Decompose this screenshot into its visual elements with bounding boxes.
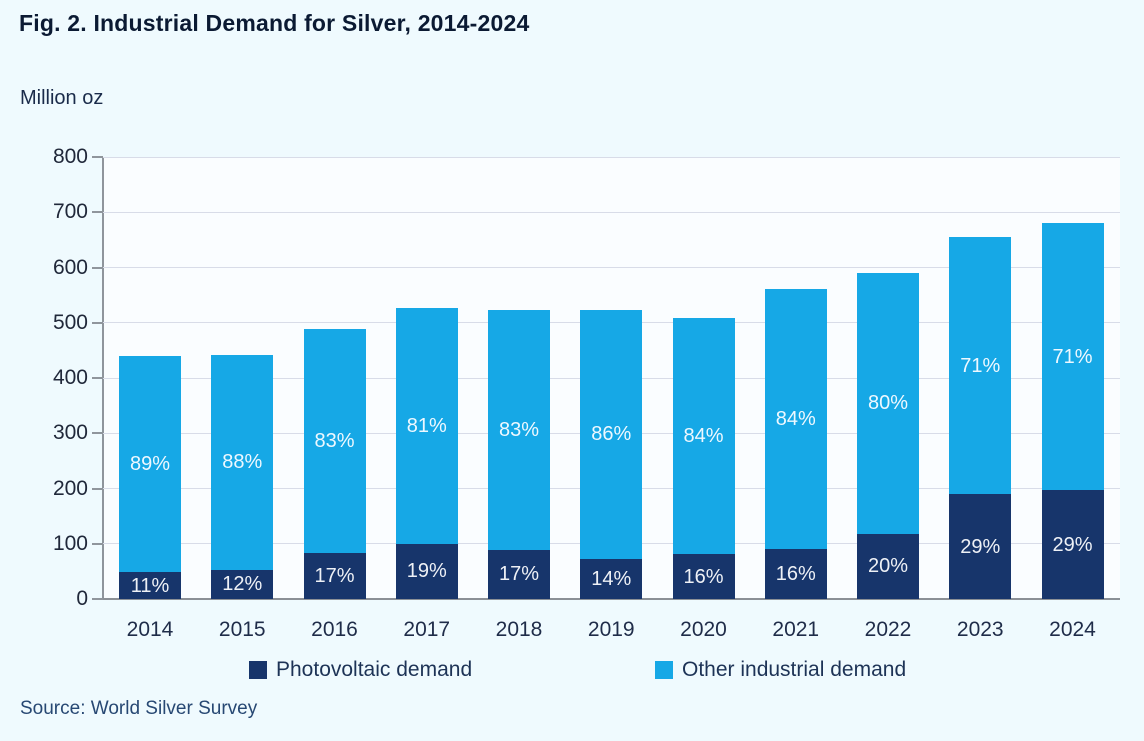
photovoltaic-segment-2021 <box>764 549 827 599</box>
x-tick-label-2018: 2018 <box>495 618 543 641</box>
other-industrial-pct-label-2023: 71% <box>960 354 1001 377</box>
x-tick-label-2023: 2023 <box>956 618 1004 641</box>
other-industrial-segment-2023 <box>949 237 1012 495</box>
other-industrial-pct-label-2017: 81% <box>406 415 447 438</box>
other-industrial-pct-label-2014: 89% <box>129 453 171 476</box>
x-tick-label-2024: 2024 <box>1049 618 1096 641</box>
other-industrial-pct-label-2019: 86% <box>591 423 632 446</box>
other-industrial-pct-label-2024: 71% <box>1052 345 1093 368</box>
y-axis-tick-200 <box>92 487 103 490</box>
photovoltaic-segment-2015 <box>211 569 274 599</box>
bar-2023: 71% 29% <box>949 237 1012 599</box>
source-note: Source: World Silver Survey <box>20 698 258 719</box>
bar-2017: 81% 19% <box>395 308 458 599</box>
photovoltaic-legend-swatch <box>249 661 267 679</box>
photovoltaic-pct-label-2016: 17% <box>314 565 355 588</box>
other-industrial-pct-label-2016: 83% <box>314 430 355 452</box>
photovoltaic-pct-label-2019: 14% <box>591 567 632 590</box>
photovoltaic-pct-label-2023: 29% <box>960 535 1001 558</box>
photovoltaic-segment-2022 <box>857 533 919 599</box>
other-industrial-pct-label-2020: 84% <box>683 425 724 448</box>
bar-2015: 88% 12% <box>211 354 274 599</box>
photovoltaic-pct-label-2022: 20% <box>867 555 909 578</box>
gridline-800 <box>103 156 1120 158</box>
photovoltaic-segment-2019 <box>580 558 643 599</box>
y-axis-tick-700 <box>92 211 103 214</box>
y-axis-title: Million oz <box>20 87 104 109</box>
other-industrial-legend-swatch <box>655 661 673 679</box>
figure-title: Fig. 2. Industrial Demand for Silver, 20… <box>19 10 530 36</box>
other-industrial-segment-2020 <box>672 317 735 555</box>
photovoltaic-segment-2017 <box>395 543 458 599</box>
other-industrial-segment-2017 <box>395 308 458 544</box>
y-tick-label-600: 600 <box>52 255 88 279</box>
y-tick-label-100: 100 <box>52 531 88 555</box>
other-industrial-segment-2018 <box>488 309 550 550</box>
other-industrial-segment-2014 <box>119 355 181 573</box>
photovoltaic-segment-2016 <box>303 553 366 599</box>
y-tick-label-400: 400 <box>52 366 88 389</box>
y-tick-label-800: 800 <box>52 145 88 168</box>
photovoltaic-segment-2014 <box>119 572 181 599</box>
y-axis-tick-800 <box>92 156 103 158</box>
y-tick-label-0: 0 <box>76 587 88 610</box>
bar-2022: 80% 20% <box>857 273 919 599</box>
x-tick-label-2020: 2020 <box>680 618 727 641</box>
y-axis-tick-400 <box>92 377 103 379</box>
bar-2018: 83% 17% <box>488 309 550 599</box>
photovoltaic-pct-label-2017: 19% <box>406 560 447 583</box>
y-axis-tick-300 <box>92 432 103 435</box>
x-axis-line <box>92 598 1120 600</box>
gridline-700 <box>103 211 1120 213</box>
other-industrial-pct-label-2022: 80% <box>867 392 909 415</box>
gridline-600 <box>103 267 1120 268</box>
legend-item-photovoltaic: Photovoltaic demand <box>249 658 472 682</box>
x-tick-label-2014: 2014 <box>126 618 174 641</box>
bar-2020: 84% 16% <box>672 317 735 599</box>
y-tick-label-200: 200 <box>52 476 88 500</box>
other-industrial-pct-label-2021: 84% <box>775 408 816 431</box>
other-industrial-segment-2016 <box>303 328 366 554</box>
y-tick-label-700: 700 <box>52 200 88 224</box>
y-axis-tick-500 <box>92 321 103 324</box>
legend-item-other-industrial: Other industrial demand <box>655 658 906 682</box>
photovoltaic-segment-2018 <box>488 549 550 599</box>
photovoltaic-pct-label-2018: 17% <box>498 563 540 586</box>
y-tick-label-300: 300 <box>52 421 88 445</box>
bar-2021: 84% 16% <box>764 289 827 599</box>
y-tick-label-500: 500 <box>52 310 88 334</box>
x-tick-label-2017: 2017 <box>403 618 451 641</box>
x-tick-label-2016: 2016 <box>311 618 358 641</box>
other-industrial-segment-2022 <box>857 273 919 534</box>
other-industrial-segment-2024 <box>1041 223 1104 491</box>
bar-2024: 71% 29% <box>1041 223 1104 599</box>
y-axis-tick-0 <box>92 598 103 600</box>
photovoltaic-pct-label-2015: 12% <box>222 573 263 596</box>
other-industrial-segment-2021 <box>764 289 827 550</box>
other-industrial-pct-label-2018: 83% <box>498 418 540 441</box>
photovoltaic-pct-label-2024: 29% <box>1052 533 1093 556</box>
bar-2016: 83% 17% <box>303 328 366 599</box>
legend-label: Photovoltaic demand <box>276 658 473 681</box>
y-axis-tick-100 <box>92 542 103 545</box>
x-tick-label-2015: 2015 <box>218 618 266 641</box>
photovoltaic-segment-2020 <box>672 554 735 599</box>
plot-area: 89% 11% 88% 12% 83% 17% 81% 19% 83% 17% 86% 14% 84% 1… <box>92 156 1120 600</box>
y-axis-tick-600 <box>92 266 103 269</box>
legend-label: Other industrial demand <box>682 658 907 681</box>
x-tick-label-2021: 2021 <box>772 618 820 641</box>
bar-2019: 86% 14% <box>580 310 643 599</box>
photovoltaic-pct-label-2021: 16% <box>775 563 816 586</box>
photovoltaic-segment-2023 <box>949 494 1012 599</box>
other-industrial-pct-label-2015: 88% <box>222 451 263 474</box>
photovoltaic-pct-label-2014: 11% <box>130 574 170 597</box>
bar-2014: 89% 11% <box>119 355 181 599</box>
photovoltaic-segment-2024 <box>1041 490 1104 599</box>
photovoltaic-pct-label-2020: 16% <box>683 565 724 588</box>
other-industrial-segment-2019 <box>580 310 643 559</box>
x-tick-label-2019: 2019 <box>587 618 635 641</box>
other-industrial-segment-2015 <box>211 354 274 570</box>
x-tick-label-2022: 2022 <box>864 618 912 641</box>
